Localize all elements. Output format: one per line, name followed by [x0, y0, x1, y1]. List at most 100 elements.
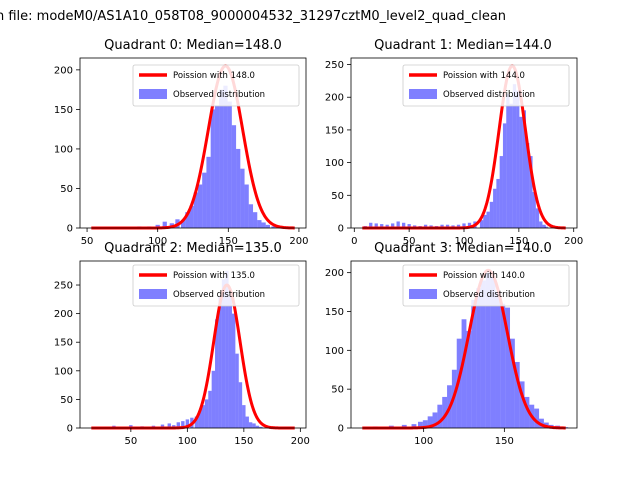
histogram-bar	[259, 426, 263, 428]
panel-quadrant-0: 50 100 150 200 0 50 100 150 200 Quadrant 0: Medi…	[54, 38, 309, 247]
x-tick-label: 100	[148, 236, 167, 247]
histogram-bar	[202, 172, 207, 228]
histogram-bar	[248, 204, 254, 228]
noise-bar	[401, 424, 407, 428]
panel-quadrant-1: 0 50 100 150 200 0 50 100 150 200 250 Quadrant 1: …	[325, 38, 583, 247]
histogram-bar	[214, 105, 220, 228]
x-tick-label: 150	[509, 236, 528, 247]
y-tick-label: 50	[331, 385, 344, 396]
panel-title: Quadrant 3: Median=140.0	[374, 241, 552, 256]
legend-observed-label: Observed distribution	[443, 90, 535, 100]
y-tick-label: 250	[325, 60, 344, 71]
noise-bar	[422, 420, 428, 428]
histogram-bar	[227, 101, 232, 228]
noise-bar	[181, 421, 185, 428]
noise-bar	[271, 226, 276, 228]
histogram-bar	[509, 103, 513, 228]
histogram-bar	[219, 89, 224, 229]
histogram-bar	[466, 330, 472, 428]
histogram-bar	[240, 168, 245, 228]
histogram-bar	[208, 390, 212, 428]
y-tick-label: 100	[325, 158, 344, 169]
x-tick-label: 100	[178, 436, 197, 447]
legend: Poission with 135.0 Observed distributio…	[132, 264, 300, 307]
histogram-bar	[512, 84, 517, 229]
legend-poisson-label: Poission with 135.0	[173, 271, 255, 281]
histogram-bar	[231, 125, 237, 228]
noise-bar	[160, 424, 165, 428]
x-tick-label: 50	[124, 436, 137, 447]
histogram-bar	[442, 396, 448, 428]
histogram-bar	[505, 307, 511, 428]
histogram-bar	[193, 192, 198, 228]
histogram-bar	[198, 410, 202, 428]
x-tick-label: 50	[403, 236, 416, 247]
histogram-bar	[506, 93, 510, 228]
legend-observed-swatch	[139, 289, 167, 299]
x-tick-label: 200	[291, 436, 310, 447]
histogram-bar	[201, 405, 205, 428]
histogram-bar	[493, 188, 497, 228]
histogram-bar	[532, 192, 536, 228]
histogram-bar	[218, 296, 222, 428]
histogram-bar	[225, 270, 229, 428]
x-tick-label: 150	[234, 436, 253, 447]
histogram-bar	[486, 211, 490, 228]
histogram-bar	[490, 276, 496, 428]
legend-box	[132, 264, 300, 307]
legend-observed-label: Observed distribution	[173, 90, 265, 100]
histogram-bar	[180, 220, 186, 228]
histogram-bar	[483, 214, 487, 228]
y-tick-label: 50	[60, 395, 73, 406]
histogram-bar	[500, 303, 506, 428]
legend-box	[132, 64, 300, 107]
noise-bar	[417, 421, 423, 428]
histogram-bar	[206, 156, 211, 228]
axes-frame	[79, 57, 307, 229]
legend: Poission with 148.0 Observed distributio…	[132, 64, 300, 107]
y-tick-label: 150	[54, 105, 73, 116]
noise-bar	[445, 224, 450, 228]
panel-title: Quadrant 2: Median=135.0	[104, 241, 282, 256]
histogram-bar	[261, 222, 266, 228]
x-tick-label: 200	[289, 236, 308, 247]
histogram-bar	[539, 221, 543, 228]
histogram-bar	[535, 208, 540, 228]
histogram-bar	[519, 381, 525, 428]
noise-bar	[162, 221, 167, 228]
histogram-bar	[480, 280, 486, 428]
histogram-bar	[479, 220, 484, 228]
legend-poisson-label: Poission with 144.0	[443, 71, 525, 81]
noise-bar	[369, 222, 373, 228]
y-tick-label: 100	[325, 346, 344, 357]
y-tick-label: 250	[54, 281, 73, 292]
axes-frame	[79, 260, 307, 429]
histogram-bar	[432, 412, 438, 428]
y-tick-label: 150	[54, 338, 73, 349]
noise-bar	[407, 224, 411, 228]
y-tick-label: 200	[325, 268, 344, 279]
noise-bar	[467, 222, 472, 228]
histogram-bar	[496, 178, 500, 228]
histogram-bar	[499, 156, 503, 228]
histogram-bar	[489, 201, 494, 228]
histogram-bar	[437, 404, 443, 428]
y-tick-label: 50	[331, 191, 344, 202]
y-tick-label: 50	[60, 184, 73, 195]
histogram-bar	[231, 313, 236, 428]
histogram-bar	[485, 272, 491, 428]
y-tick-label: 100	[54, 144, 73, 155]
histogram-bar	[542, 224, 546, 228]
histogram-bar	[252, 423, 256, 428]
histogram-bar	[185, 212, 190, 228]
histogram-bar	[245, 416, 249, 428]
histogram-bar	[215, 319, 219, 428]
noise-bar	[391, 223, 395, 228]
histogram-bar	[194, 416, 199, 428]
legend-box	[402, 64, 570, 107]
noise-bar	[167, 423, 171, 428]
y-tick-label: 100	[54, 366, 73, 377]
histogram-bar	[525, 143, 530, 228]
histogram-bar	[248, 422, 253, 428]
